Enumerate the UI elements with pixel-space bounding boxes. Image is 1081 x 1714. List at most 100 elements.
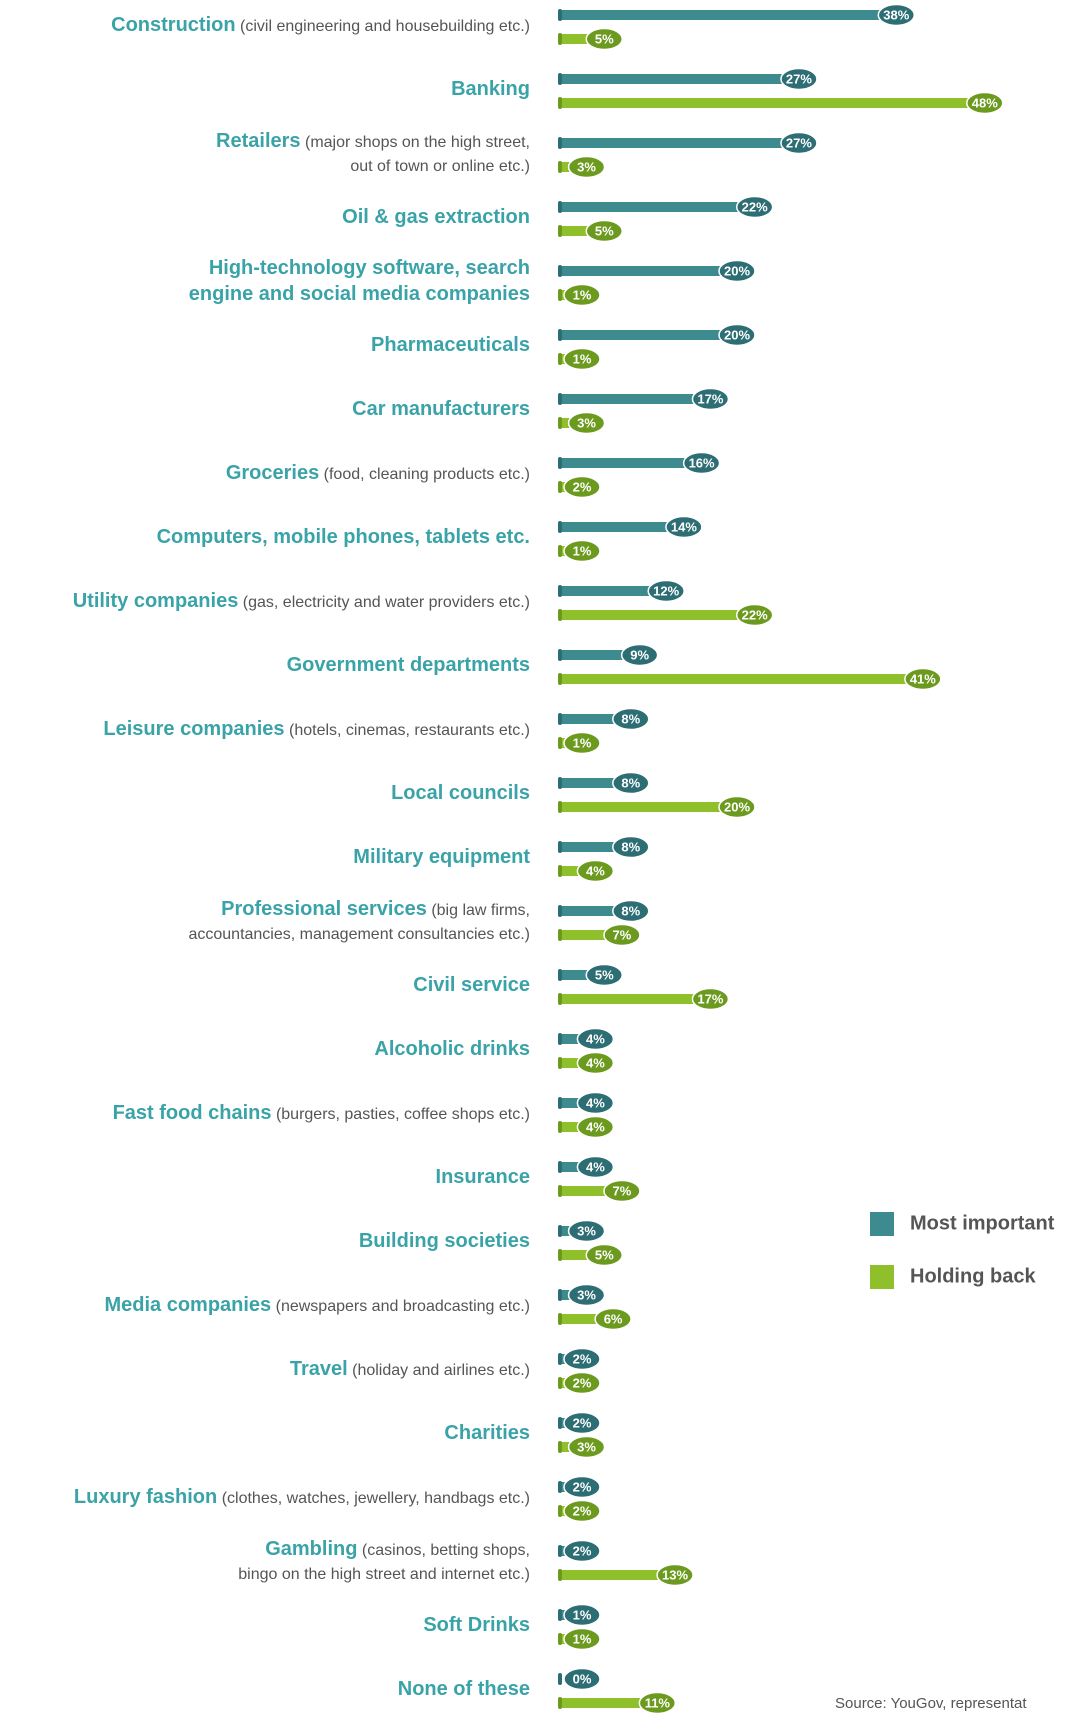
value-label: 4%: [586, 1119, 605, 1134]
category-name: Local councils: [391, 782, 530, 804]
category-note: (casinos, betting shops, bingo on the hi…: [238, 1542, 530, 1583]
category-label: Travel (holiday and airlines etc.): [290, 1357, 530, 1383]
value-label: 1%: [573, 351, 592, 366]
category-name: Gambling: [265, 1538, 358, 1560]
bar: [560, 674, 923, 684]
value-pill: [563, 1475, 601, 1499]
value-label: 3%: [577, 1439, 596, 1454]
bar: [560, 394, 711, 404]
value-pill: [585, 27, 623, 51]
bar-edge: [558, 865, 562, 877]
category-name: Luxury fashion: [73, 1486, 218, 1508]
value-label: 1%: [573, 735, 592, 750]
bar-edge: [558, 1121, 562, 1133]
bar-edge: [558, 289, 562, 301]
bar-edge: [558, 905, 562, 917]
source: Source: YouGov, representat: [835, 1695, 1027, 1712]
value-label: 3%: [577, 1223, 596, 1238]
category-name: Media companies: [104, 1294, 272, 1316]
bar-edge: [558, 1313, 562, 1325]
bar-edge: [558, 1161, 562, 1173]
value-pill: [576, 1027, 615, 1051]
bar-edge: [558, 1353, 562, 1365]
category-name: Professional services: [221, 898, 427, 920]
legend-swatch: [870, 1265, 894, 1289]
value-pill: [612, 899, 650, 923]
category-label: Groceries (food, cleaning products etc.): [226, 461, 530, 487]
category-name: Car manufacturers: [352, 398, 530, 420]
bar-edge: [558, 161, 562, 173]
value-pill: [612, 707, 650, 731]
bar-edge: [558, 737, 562, 749]
category-label: Retailers (major shops on the high stree…: [216, 129, 530, 179]
bar-edge: [558, 969, 562, 981]
value-pill: [567, 1219, 606, 1243]
bar: [560, 458, 702, 468]
category-label: Charities: [444, 1421, 530, 1447]
value-label: 1%: [573, 287, 592, 302]
value-label: 14%: [671, 519, 697, 534]
bar-edge: [558, 521, 562, 533]
value-pill: [563, 1539, 601, 1563]
value-pill: [603, 923, 641, 947]
value-pill: [563, 1603, 601, 1627]
value-label: 9%: [630, 647, 649, 662]
value-pill: [620, 643, 659, 667]
value-pill: [563, 1627, 601, 1651]
category-name: Military equipment: [353, 846, 530, 868]
value-label: 8%: [621, 903, 640, 918]
bar-edge: [558, 673, 562, 685]
bar: [560, 98, 985, 108]
bar-edge: [558, 265, 562, 277]
bar-edge: [558, 97, 562, 109]
bar-edge: [558, 713, 562, 725]
bar: [560, 802, 737, 812]
category-note: (clothes, watches, jewellery, handbags e…: [221, 1490, 530, 1507]
value-pill: [563, 1371, 601, 1395]
category-label: Soft Drinks: [423, 1613, 530, 1639]
value-label: 2%: [573, 1479, 592, 1494]
value-pill: [563, 1667, 601, 1691]
value-pill: [647, 579, 685, 603]
value-label: 2%: [573, 1415, 592, 1430]
bar-edge: [558, 1481, 562, 1493]
value-label: 20%: [724, 799, 750, 814]
value-label: 2%: [573, 479, 592, 494]
bar-edge: [558, 1185, 562, 1197]
value-pill: [612, 835, 650, 859]
category-name: Insurance: [435, 1166, 530, 1188]
value-pill: [718, 323, 756, 347]
value-label: 7%: [613, 1183, 632, 1198]
legend-label: Holding back: [910, 1265, 1036, 1287]
category-label: High-technology software, search engine …: [189, 256, 530, 308]
bar-edge: [558, 585, 562, 597]
value-pill: [665, 515, 703, 539]
value-pill: [780, 131, 818, 155]
bar-edge: [558, 801, 562, 813]
value-label: 12%: [653, 583, 679, 598]
value-pill: [576, 1091, 615, 1115]
bar-edge: [558, 137, 562, 149]
value-label: 3%: [577, 159, 596, 174]
category-label: Media companies (newspapers and broadcas…: [104, 1293, 530, 1319]
value-pill: [735, 603, 774, 627]
bar: [560, 266, 737, 276]
value-label: 11%: [645, 1695, 671, 1710]
value-pill: [563, 1347, 601, 1371]
category-name: None of these: [397, 1678, 530, 1700]
category-name: Charities: [444, 1422, 530, 1444]
value-label: 41%: [910, 671, 936, 686]
bar: [560, 1698, 658, 1708]
category-name: Utility companies: [72, 590, 239, 612]
bar-edge: [558, 777, 562, 789]
value-label: 22%: [742, 607, 768, 622]
value-label: 5%: [595, 967, 614, 982]
category-name: Groceries: [225, 462, 320, 484]
value-pill: [682, 451, 721, 475]
bar-edge: [558, 1289, 562, 1301]
category-label: Leisure companies (hotels, cinemas, rest…: [103, 717, 530, 743]
bar-edge: [558, 201, 562, 213]
category-label: Alcoholic drinks: [374, 1037, 530, 1063]
value-label: 17%: [697, 991, 723, 1006]
